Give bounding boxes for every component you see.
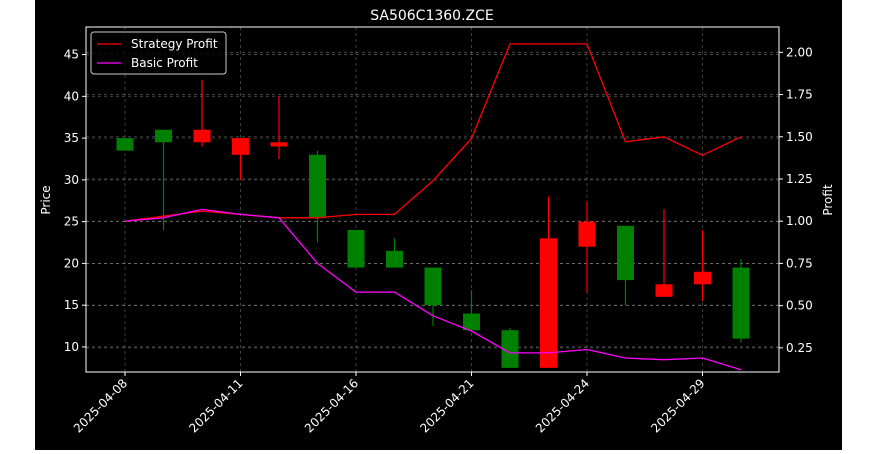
x-tick-label: 2025-04-24: [533, 376, 592, 435]
candle-body: [309, 154, 326, 218]
x-tick-label: 2025-04-11: [186, 376, 245, 435]
y-tick-label: 10: [64, 340, 79, 354]
candle-body: [617, 225, 634, 281]
x-tick-label: 2025-04-21: [417, 376, 476, 435]
x-tick-label: 2025-04-08: [71, 376, 130, 435]
candle-body: [732, 267, 750, 339]
candle-body: [655, 284, 673, 297]
candle-body: [116, 138, 134, 151]
candle-body: [232, 138, 249, 155]
candle-body: [386, 250, 403, 268]
y2-tick-label: 1.75: [786, 88, 813, 102]
y2-tick-label: 1.00: [786, 214, 813, 228]
y2-tick-label: 0.50: [786, 299, 813, 313]
x-tick-label: 2025-04-29: [648, 376, 707, 435]
candle-body: [501, 330, 519, 368]
candles: [116, 79, 750, 368]
axes-frame: [85, 26, 780, 373]
y2-tick-label: 0.25: [786, 341, 813, 355]
legend: Strategy Profit Basic Profit: [90, 31, 227, 75]
candle-body: [193, 129, 211, 143]
x-tick-label: 2025-04-16: [302, 376, 361, 435]
chart-title: SA506C1360.ZCE: [370, 8, 494, 24]
y-tick-label: 30: [64, 173, 79, 187]
legend-label-basic: Basic Profit: [131, 56, 198, 70]
candle-body: [540, 238, 557, 368]
y-axis-label: Price: [39, 185, 53, 214]
y2-tick-label: 2.00: [786, 45, 813, 59]
y2-axis-label: Profit: [821, 184, 835, 216]
candle-body: [578, 221, 596, 247]
legend-label-strategy: Strategy Profit: [131, 37, 218, 51]
y-tick-label: 40: [64, 89, 79, 103]
candle-body: [694, 271, 711, 285]
candle-body: [463, 313, 480, 331]
candle-body: [270, 142, 288, 147]
y2-tick-label: 1.50: [786, 130, 813, 144]
legend-box: [90, 31, 227, 75]
basic-profit-line: [124, 208, 742, 371]
candle-body: [347, 229, 365, 268]
y-tick-label: 15: [64, 298, 79, 312]
candle-body: [424, 267, 442, 306]
y2-tick-label: 1.25: [786, 172, 813, 186]
y-tick-label: 35: [64, 131, 79, 145]
y2-tick-label: 0.75: [786, 256, 813, 270]
profit-lines: [124, 43, 742, 371]
y-tick-label: 20: [64, 256, 79, 270]
candle-body: [155, 129, 172, 143]
y-tick-label: 25: [64, 215, 79, 229]
chart-figure: SA506C1360.ZCE 10 15 20 25 30 35 40 45 0.25 0.50 0…: [35, 0, 842, 450]
candlestick-chart: SA506C1360.ZCE 10 15 20 25 30 35 40 45 0.25 0.50 0…: [39, 8, 835, 435]
y-tick-label: 45: [64, 48, 79, 62]
axis-ticks: 10 15 20 25 30 35 40 45 0.25 0.50 0.75 1.00 1.25 1.50…: [64, 45, 813, 435]
